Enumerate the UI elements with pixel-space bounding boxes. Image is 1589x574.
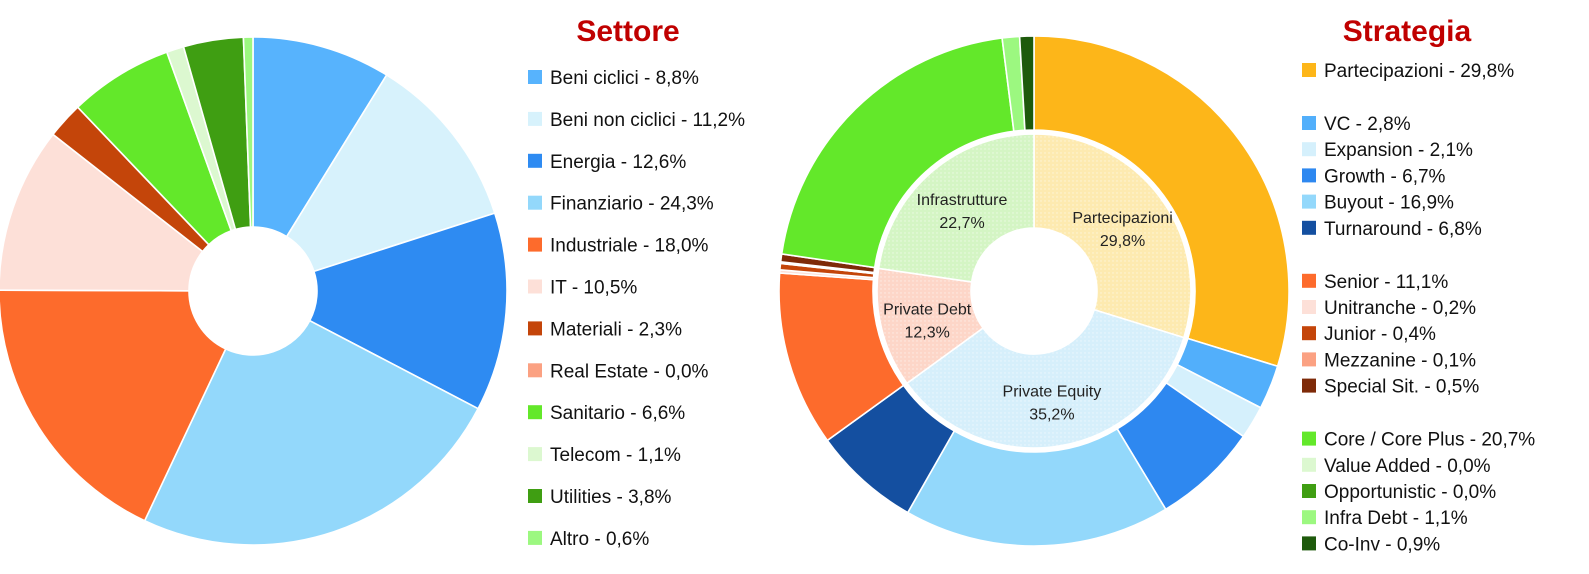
settore-chart: Settore Beni ciclici - 8,8% Beni non cicl… — [0, 15, 745, 550]
strategia-legend: Partecipazioni - 29,8% VC - 2,8% Expansion… — [1302, 61, 1535, 555]
strategia-inner-ring — [876, 133, 1192, 449]
strategia-legend-label-buyout-16-9: Buyout - 16,9% — [1324, 193, 1454, 214]
slice-altro — [242, 36, 254, 228]
outer-slice-partecipazioni — [1033, 35, 1290, 368]
settore-legend: Beni ciclici - 8,8% Beni non ciclici - 11… — [528, 68, 745, 550]
legend-swatch-mezzanine-0-1 — [1302, 352, 1316, 367]
settore-legend-label-materiali-2-3: Materiali - 2,3% — [550, 319, 682, 340]
strategia-legend-label-growth-6-7: Growth - 6,7% — [1324, 166, 1446, 187]
legend-swatch-value-added-0-0 — [1302, 457, 1316, 472]
settore-legend-label-beni-ciclici-8-8: Beni ciclici - 8,8% — [550, 68, 699, 89]
inner-slice-private-debt-texture — [877, 268, 984, 384]
slice-energia — [308, 212, 508, 410]
inner-label-infrastrutture: Infrastrutture — [917, 192, 1008, 209]
strategia-legend-label-unitranche-0-2: Unitranche - 0,2% — [1324, 298, 1476, 319]
settore-legend-label-utilities-3-8: Utilities - 3,8% — [550, 487, 672, 508]
legend-swatch-finanziario-24-3 — [528, 195, 542, 210]
strategia-legend-label-infra-debt-1-1: Infra Debt - 1,1% — [1324, 508, 1468, 529]
legend-swatch-infra-debt-1-1 — [1302, 510, 1316, 525]
legend-swatch-co-inv-0-9 — [1302, 536, 1316, 551]
inner-slice-infrastrutture-texture — [878, 134, 1034, 282]
settore-legend-label-real-estate-0-0: Real Estate - 0,0% — [550, 361, 709, 382]
legend-swatch-beni-non-ciclici-11-2 — [528, 111, 542, 126]
settore-legend-label-telecom-1-1: Telecom - 1,1% — [550, 445, 681, 466]
strategia-chart: Partecipazioni 29,8% Private Equity 35,2% Pr… — [778, 15, 1535, 555]
strategia-legend-label-co-inv-0-9: Co-Inv - 0,9% — [1324, 534, 1440, 555]
settore-legend-label-energia-12-6: Energia - 12,6% — [550, 152, 686, 173]
legend-swatch-utilities-3-8 — [528, 489, 542, 503]
slice-beni-ciclici — [252, 36, 388, 238]
inner-pct-infrastrutture: 22,7% — [939, 215, 984, 232]
legend-swatch-partecipazioni-29-8 — [1302, 63, 1316, 77]
legend-swatch-opportunistic-0-0 — [1302, 484, 1316, 498]
inner-pct-private-debt: 12,3% — [905, 324, 950, 341]
settore-legend-label-finanziario-24-3: Finanziario - 24,3% — [550, 194, 714, 215]
outer-slice-co-inv — [1018, 35, 1035, 132]
strategia-legend-label-junior-0-4: Junior - 0,4% — [1324, 324, 1436, 345]
settore-legend-label-sanitario-6-6: Sanitario - 6,6% — [550, 403, 685, 424]
strategia-legend-label-partecipazioni-29-8: Partecipazioni - 29,8% — [1324, 61, 1514, 82]
legend-swatch-vc-2-8 — [1302, 116, 1316, 130]
legend-swatch-senior-11-1 — [1302, 273, 1316, 288]
inner-pct-private-equity: 35,2% — [1029, 407, 1074, 424]
strategia-legend-label-core-core-plus-20-7: Core / Core Plus - 20,7% — [1324, 430, 1535, 451]
settore-legend-label-beni-non-ciclici-11-2: Beni non ciclici - 11,2% — [550, 110, 745, 131]
legend-swatch-special-sit-0-5 — [1302, 378, 1316, 393]
strategia-legend-label-opportunistic-0-0: Opportunistic - 0,0% — [1324, 482, 1496, 503]
legend-swatch-industriale-18-0 — [528, 237, 542, 252]
slice-industriale — [0, 289, 227, 522]
strategia-legend-label-expansion-2-1: Expansion - 2,1% — [1324, 140, 1473, 161]
strategia-inner-labels: Partecipazioni 29,8% Private Equity 35,2% Pr… — [883, 192, 1173, 424]
settore-title: Settore — [576, 15, 679, 48]
strategia-outer-ring — [778, 35, 1290, 547]
slice-finanziario — [143, 319, 480, 546]
strategia-legend-label-value-added-0-0: Value Added - 0,0% — [1324, 456, 1491, 477]
strategia-legend-label-senior-11-1: Senior - 11,1% — [1324, 272, 1448, 293]
legend-swatch-unitranche-0-2 — [1302, 300, 1316, 314]
strategia-legend-label-turnaround-6-8: Turnaround - 6,8% — [1324, 219, 1482, 240]
slice-it — [0, 133, 204, 292]
legend-swatch-altro-0-6 — [528, 530, 542, 545]
inner-label-partecipazioni: Partecipazioni — [1072, 210, 1173, 227]
inner-label-private-equity: Private Equity — [1003, 384, 1102, 401]
settore-donut — [0, 36, 508, 546]
strategia-legend-label-mezzanine-0-1: Mezzanine - 0,1% — [1324, 350, 1476, 371]
inner-label-private-debt: Private Debt — [883, 301, 972, 318]
slice-beni-non-ciclici — [285, 73, 496, 273]
legend-swatch-buyout-16-9 — [1302, 194, 1316, 209]
strategia-legend-label-vc-2-8: VC - 2,8% — [1324, 114, 1411, 135]
legend-swatch-turnaround-6-8 — [1302, 220, 1316, 235]
legend-swatch-it-10-5 — [528, 279, 542, 294]
legend-swatch-core-core-plus-20-7 — [1302, 431, 1316, 446]
inner-slice-private-equity-texture — [906, 309, 1184, 449]
settore-legend-label-altro-0-6: Altro - 0,6% — [550, 529, 649, 550]
legend-swatch-materiali-2-3 — [528, 321, 542, 336]
legend-swatch-growth-6-7 — [1302, 168, 1316, 183]
settore-legend-label-industriale-18-0: Industriale - 18,0% — [550, 236, 709, 257]
strategia-legend-label-special-sit-0-5: Special Sit. - 0,5% — [1324, 377, 1479, 398]
legend-swatch-expansion-2-1 — [1302, 142, 1316, 157]
legend-swatch-beni-ciclici-8-8 — [528, 70, 542, 84]
inner-pct-partecipazioni: 29,8% — [1100, 233, 1145, 250]
legend-swatch-energia-12-6 — [528, 153, 542, 168]
legend-swatch-sanitario-6-6 — [528, 405, 542, 420]
strategia-title: Strategia — [1343, 15, 1472, 48]
inner-slice-partecipazioni-texture — [1034, 134, 1191, 338]
outer-slice-core-core-plus — [780, 37, 1015, 269]
legend-swatch-telecom-1-1 — [528, 447, 542, 462]
settore-legend-label-it-10-5: IT - 10,5% — [550, 278, 637, 299]
legend-swatch-junior-0-4 — [1302, 326, 1316, 341]
legend-swatch-real-estate-0-0 — [528, 363, 542, 378]
